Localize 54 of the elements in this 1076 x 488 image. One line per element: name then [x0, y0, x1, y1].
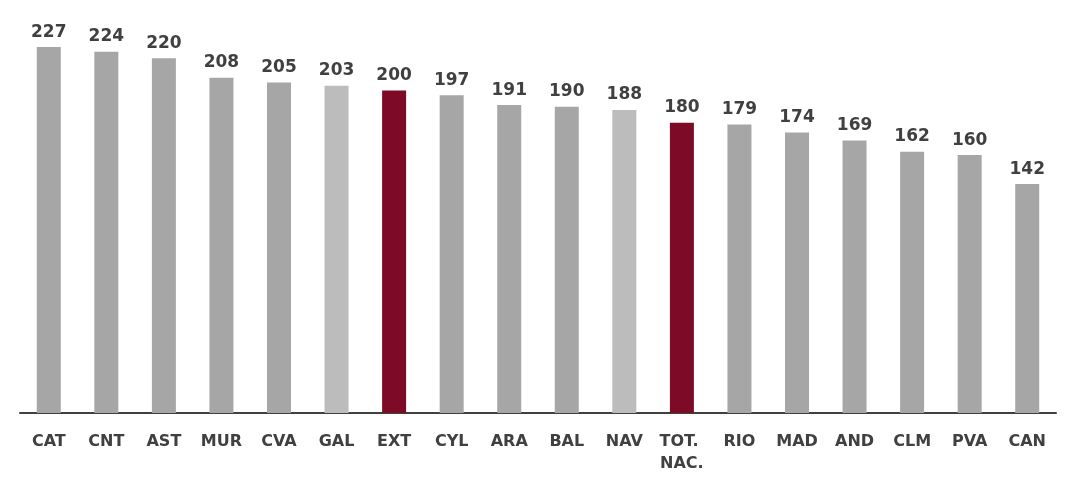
bar — [324, 85, 349, 413]
data-label: 227 — [31, 20, 67, 41]
data-label: 162 — [894, 125, 930, 146]
data-label: 203 — [318, 59, 355, 80]
data-label: 208 — [203, 51, 240, 72]
data-label: 205 — [261, 55, 297, 76]
x-tick-label: ARA — [490, 430, 529, 450]
bar — [151, 58, 176, 413]
bar — [382, 90, 407, 413]
data-label: 169 — [836, 114, 873, 135]
x-tick-label: BAL — [549, 430, 585, 450]
data-label: 188 — [606, 83, 643, 104]
data-label: 220 — [146, 31, 182, 52]
x-tick-label: CVA — [261, 430, 298, 450]
x-tick-label: GAL — [318, 430, 355, 450]
x-tick-label: CNT — [88, 430, 125, 450]
bar — [669, 122, 694, 413]
bar — [727, 124, 752, 413]
data-label: 180 — [664, 96, 700, 117]
x-tick-label: EXT — [377, 430, 412, 450]
bar — [554, 106, 579, 413]
data-label: 200 — [376, 64, 413, 85]
x-tick-label: CYL — [434, 430, 469, 450]
data-label: 190 — [549, 80, 585, 101]
x-tick-label: NAV — [605, 430, 644, 450]
bar — [842, 140, 867, 413]
bar — [36, 47, 61, 413]
data-label: 142 — [1009, 157, 1045, 178]
bar — [1015, 184, 1040, 413]
bar — [957, 155, 982, 413]
bar — [900, 151, 925, 413]
x-tick-label: MAD — [776, 430, 818, 450]
bar — [94, 51, 119, 413]
data-label: 224 — [88, 25, 125, 46]
x-tick-label: CAT — [31, 430, 66, 450]
bar — [497, 105, 522, 413]
x-tick-label: CLM — [893, 430, 932, 450]
x-tick-label: TOT. NAC. — [659, 430, 705, 472]
bar — [785, 132, 809, 413]
data-label: 191 — [491, 78, 527, 99]
x-tick-label: AND — [835, 430, 875, 450]
x-tick-label: RIO — [723, 430, 756, 450]
data-label: 174 — [779, 105, 815, 126]
data-label: 160 — [951, 128, 988, 149]
x-tick-label: AST — [146, 430, 182, 450]
bar — [439, 95, 464, 413]
x-tick-label: PVA — [951, 430, 988, 450]
x-tick-label: MUR — [200, 430, 243, 450]
bar — [209, 77, 234, 413]
data-label: 179 — [721, 97, 758, 118]
x-tick-label: CAN — [1008, 430, 1046, 450]
bar — [612, 109, 637, 413]
bar — [267, 82, 291, 413]
data-label: 197 — [433, 68, 470, 89]
